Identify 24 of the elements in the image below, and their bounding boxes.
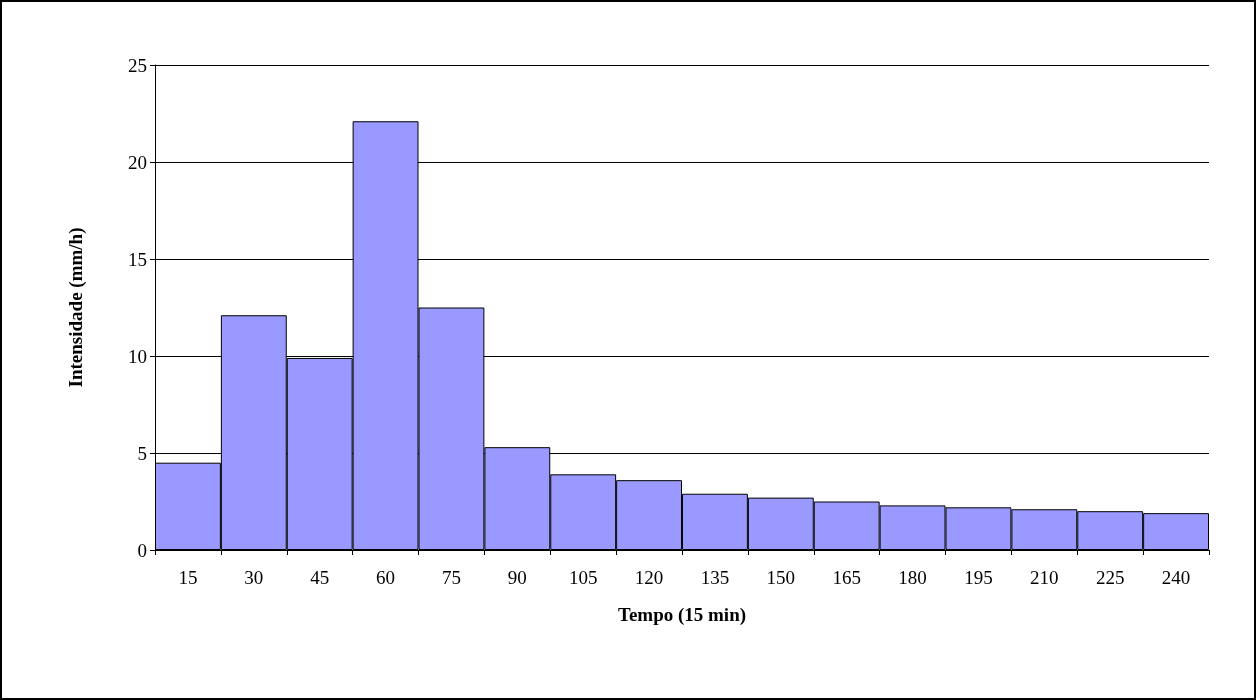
x-tick-label: 105 [568, 567, 598, 588]
y-tick-label: 25 [128, 54, 147, 76]
x-tick-label: 15 [178, 567, 198, 588]
y-tick-label: 5 [137, 442, 147, 464]
x-tick-label: 30 [244, 567, 264, 588]
y-tick-label: 15 [128, 248, 147, 270]
x-tick-label: 75 [441, 567, 461, 588]
x-axis-title: Tempo (15 min) [617, 604, 747, 626]
x-tick-label: 45 [310, 567, 330, 588]
y-tick-label: 20 [128, 151, 147, 173]
y-axis-title: Intensidade (mm/h) [65, 227, 87, 388]
x-tick-label: 135 [700, 567, 730, 588]
x-tick-label: 165 [832, 567, 861, 588]
x-tick-label: 60 [376, 567, 396, 588]
x-tick-label: 120 [634, 567, 664, 588]
x-tick-label: 240 [1161, 567, 1191, 588]
x-tick-label: 225 [1095, 567, 1125, 588]
y-tick-label: 0 [137, 539, 147, 561]
x-tick-label: 210 [1030, 567, 1059, 588]
x-tick-label: 150 [766, 567, 796, 588]
x-tick-label: 180 [898, 567, 927, 588]
y-tick-label: 10 [128, 345, 147, 367]
x-tick-label: 90 [507, 567, 527, 588]
x-tick-label: 195 [964, 567, 993, 588]
